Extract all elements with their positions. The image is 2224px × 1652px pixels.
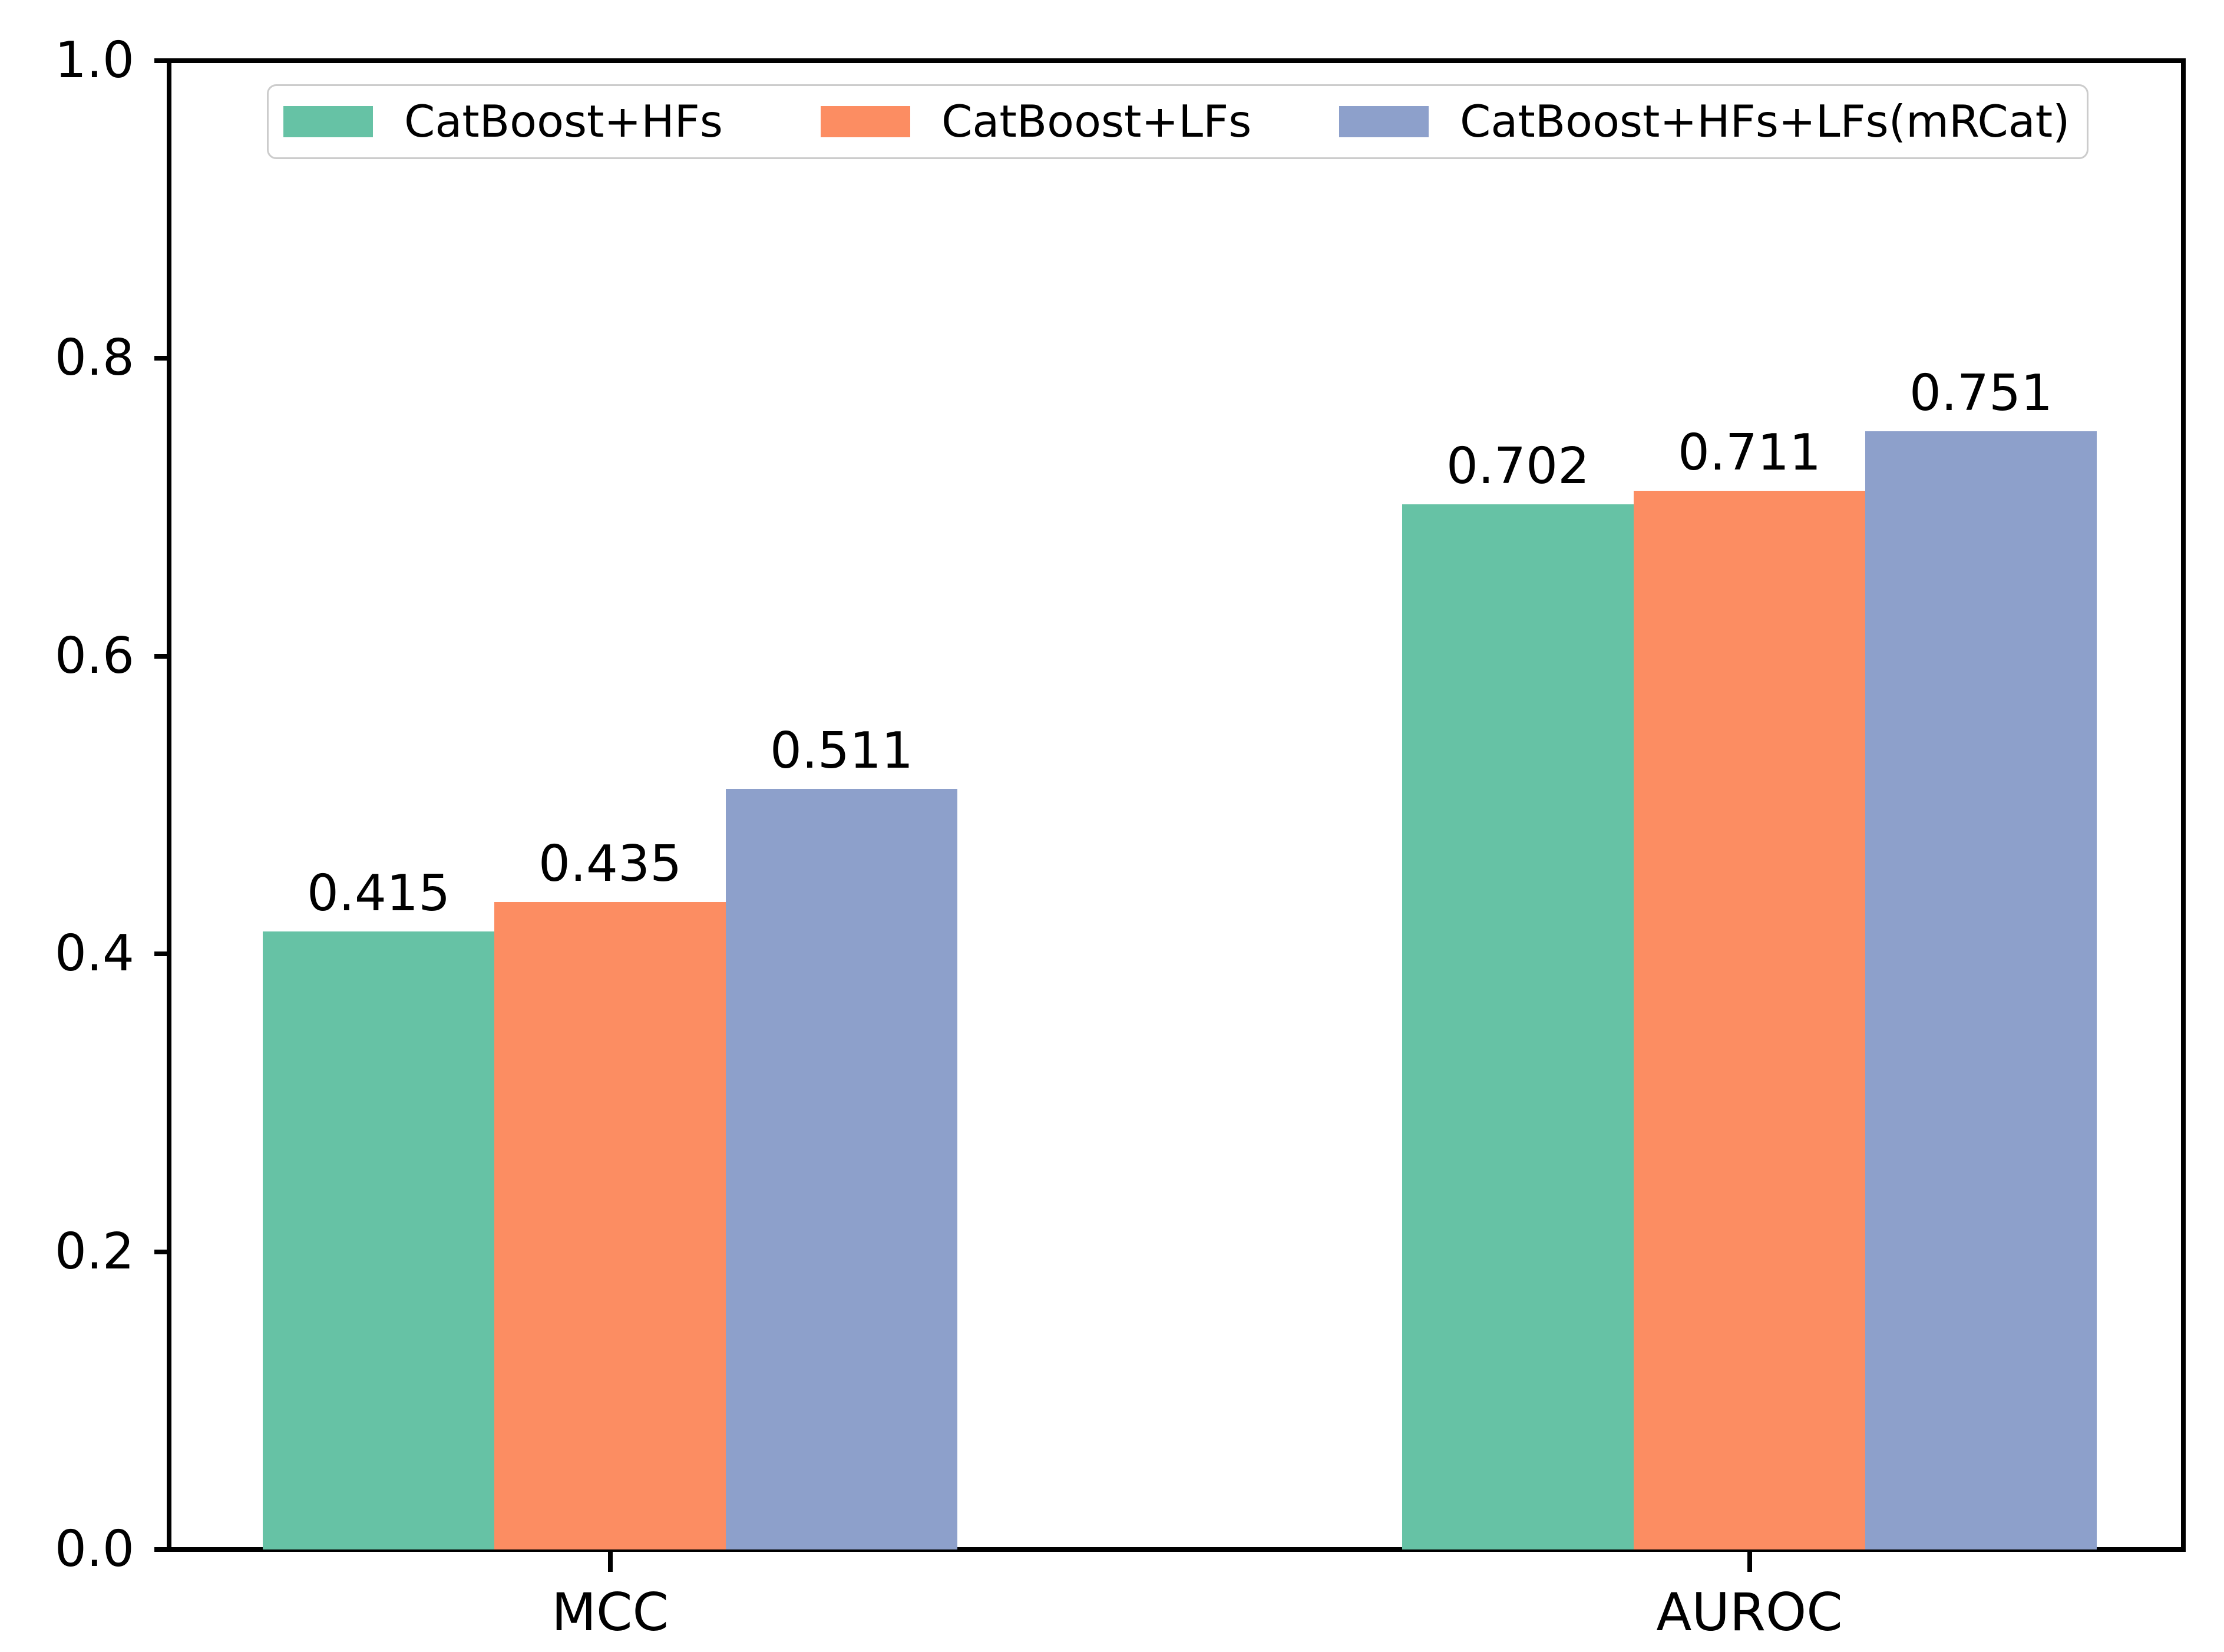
x-axis-category-label-auroc: AUROC bbox=[1656, 1582, 1843, 1643]
bar-value-label: 0.511 bbox=[769, 721, 914, 780]
y-tick-label: 0.6 bbox=[54, 626, 134, 685]
y-tick-mark bbox=[154, 1249, 169, 1254]
bar-auroc-catboost-hfs-lfs-mrcat bbox=[1865, 431, 2097, 1549]
legend-swatch-catboost-hfs-lfs-mrcat bbox=[1339, 106, 1429, 137]
legend-label: CatBoost+LFs bbox=[941, 95, 1252, 147]
bar-mcc-catboost-hfs-lfs-mrcat bbox=[726, 788, 957, 1549]
x-axis-category-label-mcc: MCC bbox=[551, 1582, 669, 1643]
bar-auroc-catboost-hfs bbox=[1402, 504, 1634, 1549]
x-tick-mark bbox=[1747, 1549, 1752, 1572]
bar-auroc-catboost-lfs bbox=[1634, 491, 1865, 1549]
bar-value-label: 0.702 bbox=[1446, 437, 1590, 496]
legend-item-catboost-hfs-lfs-mrcat: CatBoost+HFs+LFs(mRCat) bbox=[1339, 86, 2070, 157]
bar-mcc-catboost-hfs bbox=[263, 931, 494, 1549]
y-tick-label: 0.8 bbox=[54, 329, 134, 388]
bar-mcc-catboost-lfs bbox=[494, 901, 726, 1549]
legend-label: CatBoost+HFs+LFs(mRCat) bbox=[1460, 95, 2070, 147]
legend-swatch-catboost-lfs bbox=[821, 106, 910, 137]
legend-swatch-catboost-hfs bbox=[283, 106, 373, 137]
axes-frame bbox=[167, 58, 2186, 1552]
legend-item-catboost-hfs: CatBoost+HFs bbox=[283, 86, 723, 157]
legend-item-catboost-lfs: CatBoost+LFs bbox=[821, 86, 1251, 157]
y-tick-mark bbox=[154, 1547, 169, 1552]
y-tick-mark bbox=[154, 356, 169, 361]
y-tick-label: 0.0 bbox=[54, 1520, 134, 1578]
y-tick-label: 0.4 bbox=[54, 924, 134, 983]
plot-area: 0.415 0.435 0.511 0.702 0.711 0.751 bbox=[169, 61, 2183, 1549]
x-tick-mark bbox=[607, 1549, 613, 1572]
bar-value-label: 0.711 bbox=[1677, 424, 1822, 483]
bar-value-label: 0.415 bbox=[306, 864, 451, 923]
y-tick-mark bbox=[154, 951, 169, 957]
legend: CatBoost+HFs CatBoost+LFs CatBoost+HFs+LFs… bbox=[267, 84, 2088, 159]
y-tick-label: 1.0 bbox=[54, 31, 134, 90]
y-tick-mark bbox=[154, 58, 169, 63]
bar-value-label: 0.435 bbox=[538, 834, 682, 893]
y-tick-label: 0.2 bbox=[54, 1222, 134, 1281]
y-tick-mark bbox=[154, 653, 169, 659]
legend-label: CatBoost+HFs bbox=[404, 95, 723, 147]
bar-value-label: 0.751 bbox=[1909, 364, 2053, 423]
